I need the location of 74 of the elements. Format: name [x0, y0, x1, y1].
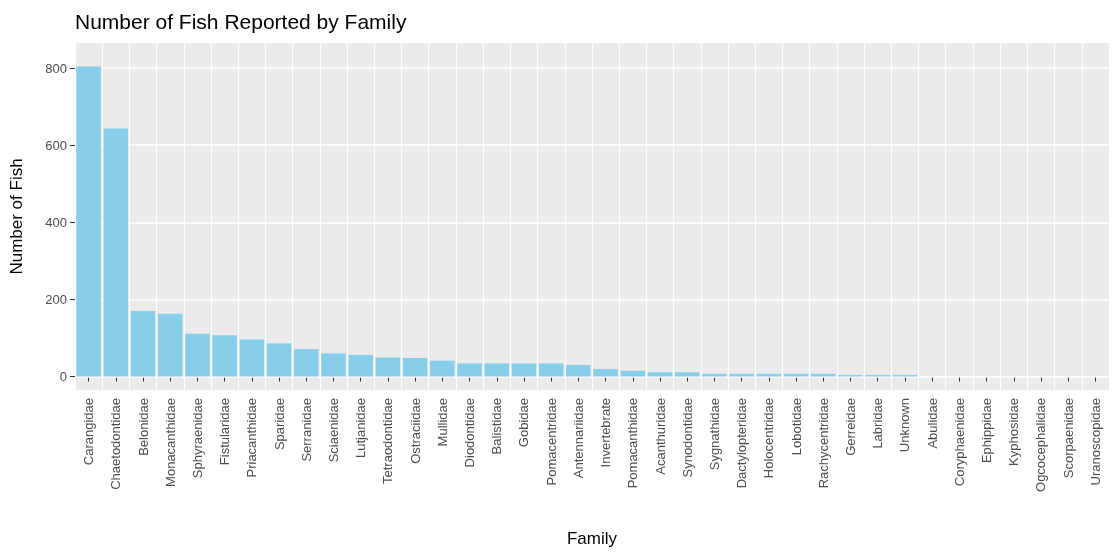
bar — [157, 313, 183, 377]
x-tick-label: Uranoscopidae — [1087, 398, 1103, 486]
x-tick-label: Invertebrate — [598, 398, 614, 468]
bar — [729, 373, 754, 377]
x-tick-label: Chaetodontidae — [108, 398, 124, 490]
x-tick-label: Acanthuridae — [652, 398, 668, 475]
bar — [620, 370, 646, 377]
x-tick-label: Sciaenidae — [326, 398, 341, 463]
x-tick-label: Sphyraenidae — [189, 398, 205, 479]
x-tick-label: Abulidae — [924, 398, 940, 449]
x-tick-label: Rachycentridae — [815, 398, 831, 489]
x-tick-label: Balistidae — [489, 398, 505, 455]
x-tick-label: Dactylopteridae — [734, 398, 750, 489]
bar — [239, 339, 265, 377]
x-tick-label: Gobidae — [516, 398, 532, 448]
bar — [103, 128, 129, 377]
bar — [756, 373, 782, 377]
chart-title: Number of Fish Reported by Family — [75, 10, 407, 33]
x-tick-label: Pomacanthidae — [625, 398, 641, 489]
x-tick-label: Sygnathidae — [706, 398, 722, 471]
bar — [647, 372, 673, 377]
x-tick-label: Antennariidae — [570, 398, 586, 479]
bar — [538, 363, 564, 377]
bar — [566, 364, 591, 377]
x-tick-label: Holocentridae — [761, 398, 777, 479]
x-tick-label: Ephippidae — [979, 398, 995, 464]
y-tick-label: 200 — [45, 291, 67, 307]
y-tick-label: 0 — [59, 369, 67, 385]
x-tick-label: Sparidae — [271, 398, 287, 451]
bar — [484, 363, 510, 377]
x-tick-label: Carangidae — [81, 398, 97, 466]
x-tick-label: Unknown — [897, 398, 913, 453]
x-tick-label: Serranidae — [298, 398, 314, 462]
bar — [212, 335, 237, 377]
x-tick-label: Ostraciidae — [407, 398, 423, 464]
x-tick-label: Lutjanidae — [353, 398, 369, 458]
bar — [593, 369, 618, 377]
y-tick-label: 400 — [45, 214, 67, 230]
x-tick-label: Diodontidae — [462, 398, 478, 468]
bar — [783, 373, 809, 377]
bar — [674, 372, 700, 377]
bar — [702, 373, 727, 377]
y-tick-label: 600 — [45, 137, 67, 153]
bar — [130, 310, 156, 377]
x-tick-label: Belonidae — [135, 398, 151, 456]
x-tick-label: Pomacentridae — [543, 398, 559, 486]
x-tick-label: Fistularidae — [217, 398, 233, 466]
x-tick-label: Gerreidae — [843, 398, 858, 456]
bar — [457, 363, 482, 377]
bar — [511, 363, 537, 377]
bar — [375, 357, 401, 377]
x-tick-label: Scorpaenidae — [1060, 398, 1076, 479]
x-axis-title: Family — [566, 529, 618, 548]
x-tick-label: Ogcocephalidae — [1033, 398, 1049, 492]
y-tick-label: 800 — [45, 60, 67, 76]
bar — [294, 349, 319, 377]
x-tick-label: Tetraodontidae — [380, 398, 396, 485]
x-tick-label: Labridae — [870, 398, 886, 449]
bar — [402, 358, 428, 377]
bar — [76, 66, 101, 377]
x-tick-label: Priacanthidae — [244, 398, 260, 478]
bar — [185, 333, 210, 377]
bar — [348, 354, 373, 377]
bar — [266, 343, 292, 377]
x-tick-label: Lobotidae — [788, 398, 804, 456]
x-tick-label: Monacanthidae — [162, 398, 178, 487]
x-tick-label: Synodontidae — [679, 398, 695, 478]
bar — [811, 373, 836, 377]
x-tick-label: Kyphosidae — [1006, 398, 1022, 466]
y-axis-title: Number of Fish — [7, 158, 26, 275]
bar — [321, 353, 346, 377]
x-tick-label: Coryphaenidae — [951, 398, 967, 487]
bar — [430, 360, 455, 377]
x-tick-label: Mullidae — [434, 398, 450, 447]
